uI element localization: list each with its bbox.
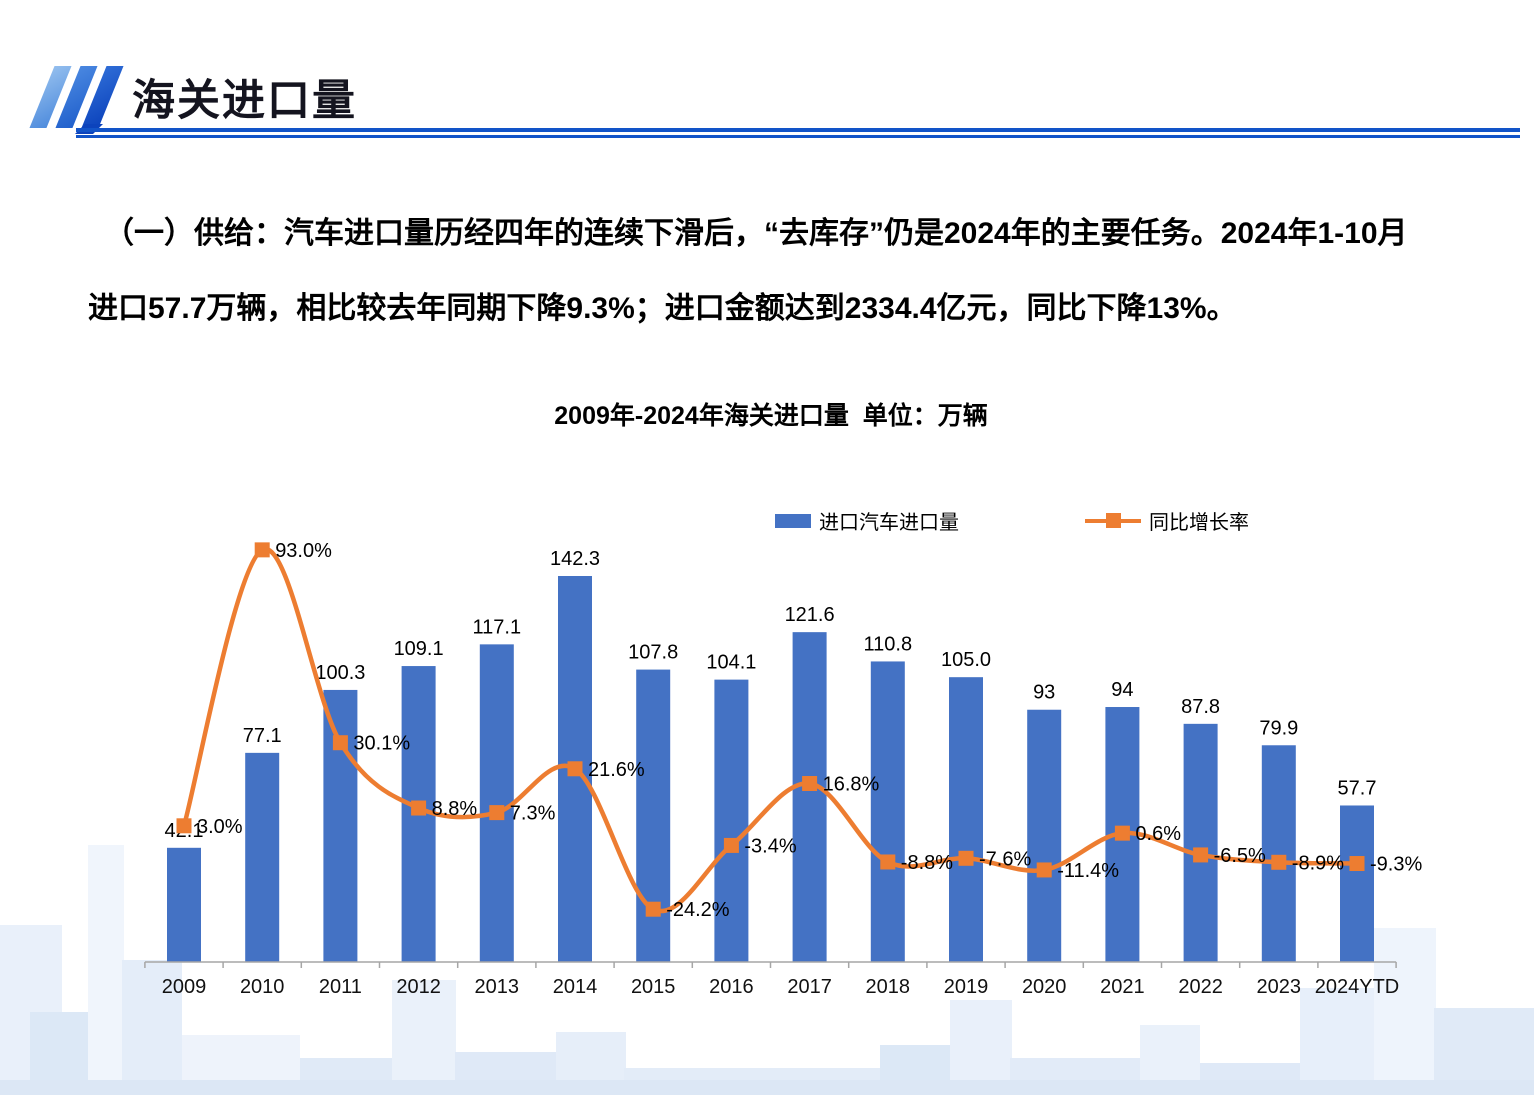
growth-value-label: 3.0% <box>197 816 243 838</box>
growth-value-label: -8.8% <box>901 852 953 874</box>
growth-marker-2018 <box>880 854 896 870</box>
chart-title: 2009年-2024年海关进口量 单位：万辆 <box>554 402 988 430</box>
bar-value-label: 109.1 <box>394 638 444 660</box>
bar-2015 <box>636 669 671 962</box>
bar-value-label: 57.7 <box>1338 777 1377 799</box>
bar-2024YTD <box>1340 805 1374 962</box>
x-axis-label: 2013 <box>475 976 520 998</box>
bar-series-swatch <box>775 513 811 528</box>
growth-marker-2016 <box>723 837 739 853</box>
growth-marker-2014 <box>567 761 583 777</box>
bar-value-label: 104.1 <box>706 652 756 674</box>
bar-2016 <box>714 679 749 962</box>
legend-label-bar: 进口汽车进口量 <box>819 512 959 534</box>
bar-value-label: 79.9 <box>1259 717 1298 739</box>
growth-value-label: -8.9% <box>1292 852 1344 874</box>
growth-value-label: 0.6% <box>1135 823 1181 845</box>
page-title: 海关进口量 <box>132 77 357 125</box>
x-axis-label: 2022 <box>1178 976 1223 998</box>
bar-2013 <box>479 644 514 962</box>
growth-marker-2019 <box>958 850 974 866</box>
growth-value-label: -6.5% <box>1214 845 1266 867</box>
growth-value-label: 16.8% <box>823 773 880 795</box>
line-series-swatch <box>1085 513 1141 528</box>
x-axis-label: 2012 <box>396 976 441 998</box>
bar-value-label: 77.1 <box>243 725 282 747</box>
legend-item-line: 同比增长率 <box>1085 506 1249 535</box>
bar-2009 <box>167 847 201 962</box>
bar-2017 <box>792 632 827 962</box>
x-axis-label: 2010 <box>240 976 285 998</box>
bar-value-label: 93 <box>1033 682 1055 704</box>
bar-2022 <box>1183 723 1218 962</box>
x-axis-label: 2009 <box>162 976 207 998</box>
bar-2018 <box>870 661 905 962</box>
bar-value-label: 100.3 <box>315 662 365 684</box>
growth-value-label: -24.2% <box>666 899 730 921</box>
summary-line-2: 进口57.7万辆，相比较去年同期下降9.3%；进口金额达到2334.4亿元，同比… <box>88 292 1237 325</box>
growth-marker-2021 <box>1114 825 1130 841</box>
bar-2020 <box>1027 709 1062 962</box>
growth-marker-2023 <box>1271 854 1287 870</box>
growth-value-label: -3.4% <box>744 835 796 857</box>
x-axis-label: 2021 <box>1100 976 1145 998</box>
growth-marker-2009 <box>176 818 192 834</box>
growth-marker-2024YTD <box>1349 856 1365 872</box>
bar-2010 <box>245 752 280 962</box>
bar-value-label: 142.3 <box>550 548 600 570</box>
bar-value-label: 107.8 <box>628 642 678 664</box>
summary-paragraph: （一）供给：汽车进口量历经四年的连续下滑后，“去库存”仍是2024年的主要任务。… <box>88 196 1474 346</box>
logo <box>28 66 128 136</box>
x-axis-label: 2011 <box>319 976 362 998</box>
x-axis-label: 2020 <box>1022 976 1067 998</box>
summary-line-1: （一）供给：汽车进口量历经四年的连续下滑后，“去库存”仍是2024年的主要任务。… <box>104 217 1408 250</box>
slide-header: 海关进口量 <box>0 0 1534 150</box>
growth-marker-2020 <box>1036 862 1052 878</box>
growth-value-label: -7.6% <box>979 848 1031 870</box>
bar-2019 <box>949 677 983 962</box>
bar-2023 <box>1261 745 1296 962</box>
x-axis-label: 2015 <box>631 976 676 998</box>
bar-value-label: 105.0 <box>941 649 991 671</box>
growth-marker-2015 <box>645 901 661 917</box>
bar-value-label: 94 <box>1111 679 1133 701</box>
bar-value-label: 87.8 <box>1181 696 1220 718</box>
x-axis-label: 2018 <box>866 976 911 998</box>
bar-value-label: 110.8 <box>864 633 913 655</box>
growth-marker-2022 <box>1193 847 1209 863</box>
x-axis-label: 2019 <box>944 976 989 998</box>
x-axis-label: 2024YTD <box>1315 976 1400 998</box>
x-axis-label: 2023 <box>1257 976 1302 998</box>
legend-label-line: 同比增长率 <box>1149 512 1249 534</box>
growth-value-label: 7.3% <box>510 803 556 825</box>
growth-marker-2013 <box>489 805 505 821</box>
growth-value-label: 21.6% <box>588 759 645 781</box>
header-rule-top <box>76 128 1520 132</box>
growth-value-label: 30.1% <box>353 733 410 755</box>
header-rule-bottom <box>76 135 1520 138</box>
growth-value-label: 8.8% <box>432 798 478 820</box>
x-axis-label: 2014 <box>553 976 598 998</box>
growth-value-label: -9.3% <box>1370 854 1422 876</box>
growth-marker-2010 <box>254 542 270 558</box>
growth-marker-2012 <box>411 800 427 816</box>
growth-marker-2011 <box>332 735 348 751</box>
growth-value-label: -11.4% <box>1057 860 1119 882</box>
bar-value-label: 121.6 <box>785 604 835 626</box>
growth-marker-2017 <box>802 775 818 791</box>
line-swatch-marker <box>1106 513 1121 528</box>
bar-2011 <box>323 689 358 962</box>
bar-value-label: 117.1 <box>473 616 522 638</box>
growth-value-label: 93.0% <box>275 540 332 562</box>
x-axis-label: 2017 <box>787 976 832 998</box>
x-axis-label: 2016 <box>709 976 754 998</box>
legend-item-bar: 进口汽车进口量 <box>775 506 959 535</box>
